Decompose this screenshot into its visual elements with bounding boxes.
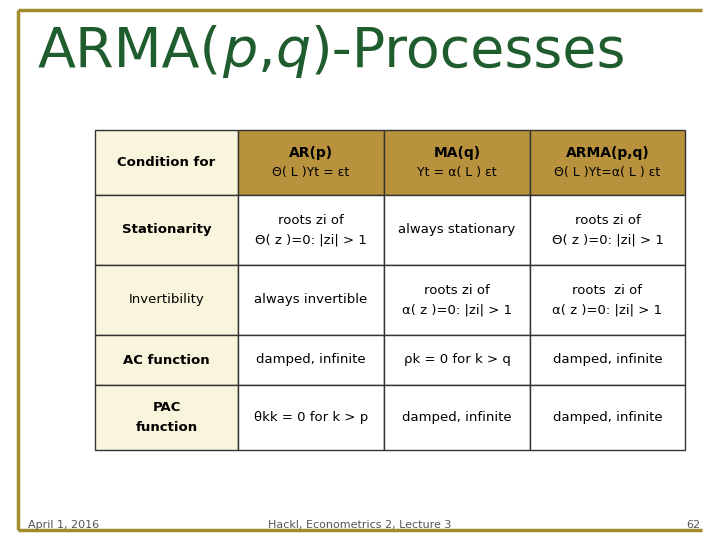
Text: Condition for: Condition for [117, 156, 215, 169]
Text: Θ( z )=0: |zi| > 1: Θ( z )=0: |zi| > 1 [255, 233, 367, 246]
Text: Θ( L )Yt=α( L ) εt: Θ( L )Yt=α( L ) εt [554, 166, 661, 179]
Bar [384, 335, 530, 385]
Bar [238, 335, 384, 385]
Bar [238, 265, 384, 335]
Text: ,: , [257, 24, 275, 78]
Text: PAC: PAC [153, 401, 181, 414]
Bar [238, 130, 384, 195]
Text: AC function: AC function [123, 354, 210, 367]
Bar [384, 265, 530, 335]
Bar [238, 385, 384, 450]
Text: Θ( L )Yt = εt: Θ( L )Yt = εt [272, 166, 350, 179]
Text: 62: 62 [686, 520, 700, 530]
Text: AR(p): AR(p) [289, 145, 333, 159]
Text: roots zi of: roots zi of [278, 213, 344, 226]
Bar [95, 195, 238, 265]
Text: q: q [275, 25, 310, 78]
Text: damped, infinite: damped, infinite [402, 411, 512, 424]
Text: Invertibility: Invertibility [129, 294, 204, 307]
Text: Θ( z )=0: |zi| > 1: Θ( z )=0: |zi| > 1 [552, 233, 663, 246]
Text: Yt = α( L ) εt: Yt = α( L ) εt [417, 166, 497, 179]
Text: ρk = 0 for k > q: ρk = 0 for k > q [404, 354, 510, 367]
Text: ARMA(p,q): ARMA(p,q) [566, 145, 649, 159]
Bar [384, 195, 530, 265]
Bar [95, 335, 238, 385]
Text: ARMA(: ARMA( [38, 24, 222, 78]
Bar [95, 265, 238, 335]
Text: roots  zi of: roots zi of [572, 284, 642, 296]
Bar [530, 195, 685, 265]
Bar [530, 385, 685, 450]
Text: April 1, 2016: April 1, 2016 [28, 520, 99, 530]
Text: Hackl, Econometrics 2, Lecture 3: Hackl, Econometrics 2, Lecture 3 [269, 520, 451, 530]
Text: α( z )=0: |zi| > 1: α( z )=0: |zi| > 1 [552, 303, 662, 316]
Text: roots zi of: roots zi of [424, 284, 490, 296]
Text: damped, infinite: damped, infinite [553, 411, 662, 424]
Text: always stationary: always stationary [398, 224, 516, 237]
Text: p: p [222, 25, 257, 78]
Text: function: function [135, 421, 197, 434]
Text: MA(q): MA(q) [433, 145, 480, 159]
Bar [384, 130, 530, 195]
Text: θkk = 0 for k > p: θkk = 0 for k > p [254, 411, 368, 424]
Bar [384, 385, 530, 450]
Text: always invertible: always invertible [254, 294, 368, 307]
Bar [530, 265, 685, 335]
Text: damped, infinite: damped, infinite [256, 354, 366, 367]
Bar [530, 130, 685, 195]
Bar [530, 335, 685, 385]
Bar [238, 195, 384, 265]
Text: damped, infinite: damped, infinite [553, 354, 662, 367]
Text: )-Processes: )-Processes [310, 24, 626, 78]
Text: Stationarity: Stationarity [122, 224, 211, 237]
Bar [95, 385, 238, 450]
Bar [95, 130, 238, 195]
Text: roots zi of: roots zi of [575, 213, 640, 226]
Text: α( z )=0: |zi| > 1: α( z )=0: |zi| > 1 [402, 303, 512, 316]
